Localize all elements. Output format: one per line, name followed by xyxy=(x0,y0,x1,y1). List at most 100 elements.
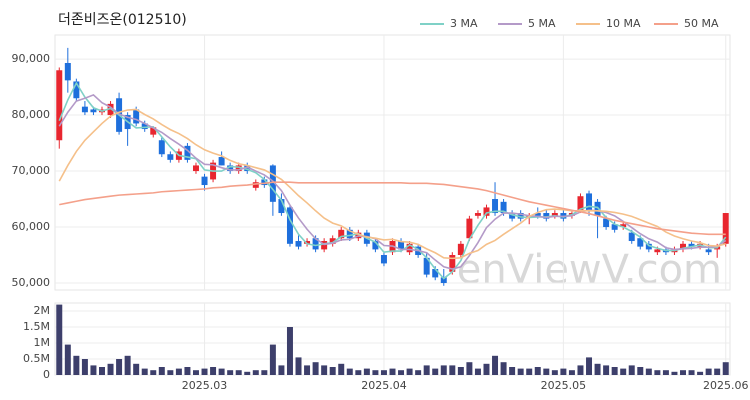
volume-bar xyxy=(175,368,182,375)
volume-bar xyxy=(466,362,473,375)
candle-body xyxy=(611,224,618,230)
volume-bar xyxy=(680,370,686,375)
legend-label: 5 MA xyxy=(528,17,556,30)
candle-body xyxy=(705,249,712,253)
candle-body xyxy=(312,238,319,250)
volume-bar xyxy=(577,365,584,375)
candle-body xyxy=(603,218,610,228)
candle-body xyxy=(620,224,627,228)
volume-bar xyxy=(133,363,140,375)
candle-body xyxy=(184,145,191,160)
volume-bar xyxy=(355,370,362,375)
volume-bar xyxy=(158,367,165,375)
volume-bar xyxy=(363,368,370,375)
y-tick-label: 90,000 xyxy=(12,52,51,65)
y-tick-label: 70,000 xyxy=(12,164,51,177)
ma-line xyxy=(58,108,726,260)
y-tick-label: 1.5M xyxy=(23,320,50,333)
volume-bar xyxy=(116,359,123,375)
candle-body xyxy=(637,238,644,247)
volume-bar xyxy=(415,370,422,375)
candle-body xyxy=(577,196,584,211)
x-tick-label: 2025.06 xyxy=(703,379,749,392)
y-tick-label: 60,000 xyxy=(12,220,51,233)
candle-body xyxy=(680,243,686,250)
volume-bar xyxy=(278,365,285,375)
volume-bar xyxy=(218,368,225,375)
candle-body xyxy=(192,165,199,172)
volume-bar xyxy=(389,368,396,375)
volume-bar xyxy=(637,367,644,375)
candle-body xyxy=(141,123,148,130)
candle-body xyxy=(295,241,302,247)
volume-bar xyxy=(432,368,439,375)
volume-bar xyxy=(722,362,729,375)
x-tick-label: 2025.05 xyxy=(541,379,587,392)
ma-line xyxy=(58,93,727,270)
candle-body xyxy=(150,127,157,135)
volume-bar xyxy=(517,368,524,375)
candle-body xyxy=(440,277,447,284)
candle-body xyxy=(423,257,430,275)
volume-bar xyxy=(244,371,251,375)
volume-bar xyxy=(81,359,88,375)
volume-bar xyxy=(534,367,541,375)
volume-bar xyxy=(338,363,345,375)
volume-bar xyxy=(312,362,319,375)
ma-line xyxy=(59,181,726,236)
volume-bar xyxy=(329,367,336,375)
candle-body xyxy=(586,193,593,211)
volume-bar xyxy=(346,368,353,375)
candle-body xyxy=(722,213,729,244)
volume-bar xyxy=(620,368,627,375)
volume-bar xyxy=(483,363,490,375)
candle-body xyxy=(158,140,165,155)
volume-bar xyxy=(714,368,721,375)
volume-bar xyxy=(551,370,558,375)
candle-body xyxy=(380,255,387,264)
candle-body xyxy=(90,109,97,113)
volume-bar xyxy=(64,344,71,375)
volume-bar xyxy=(697,371,704,375)
volume-bar xyxy=(286,327,293,375)
candle-body xyxy=(107,103,114,116)
candle-body xyxy=(235,165,242,172)
volume-bar xyxy=(526,368,533,375)
volume-bar xyxy=(235,370,242,375)
volume-bar xyxy=(594,363,601,375)
volume-bar xyxy=(56,304,63,375)
x-tick-label: 2025.04 xyxy=(361,379,407,392)
volume-bar xyxy=(457,367,464,375)
legend-label: 50 MA xyxy=(684,17,719,30)
volume-bar xyxy=(398,370,405,375)
volume-bar xyxy=(688,370,695,375)
volume-bar xyxy=(227,370,234,375)
volume-bar xyxy=(372,370,379,375)
volume-bar xyxy=(560,368,567,375)
volume-bar xyxy=(304,365,311,375)
candle-body xyxy=(261,179,268,186)
candle-body xyxy=(346,229,353,239)
y-tick-label: 50,000 xyxy=(12,276,51,289)
volume-bar xyxy=(568,370,575,375)
candle-body xyxy=(167,154,174,160)
volume-bar xyxy=(611,367,618,375)
candle-body xyxy=(594,201,601,216)
candle-body xyxy=(278,199,285,214)
candle-body xyxy=(286,207,293,244)
volume-bar xyxy=(107,363,114,375)
volume-bar xyxy=(192,370,199,375)
volume-bar xyxy=(543,368,550,375)
candle-body xyxy=(645,243,652,250)
candle-body xyxy=(73,81,80,99)
volume-bar xyxy=(90,365,97,375)
candle-body xyxy=(466,218,473,239)
volume-bar xyxy=(671,371,678,375)
volume-panel xyxy=(54,302,731,376)
volume-bar xyxy=(449,365,456,375)
candle-body xyxy=(218,157,225,166)
candle-body xyxy=(252,182,259,188)
volume-bar xyxy=(380,370,387,375)
volume-bar xyxy=(295,357,302,375)
